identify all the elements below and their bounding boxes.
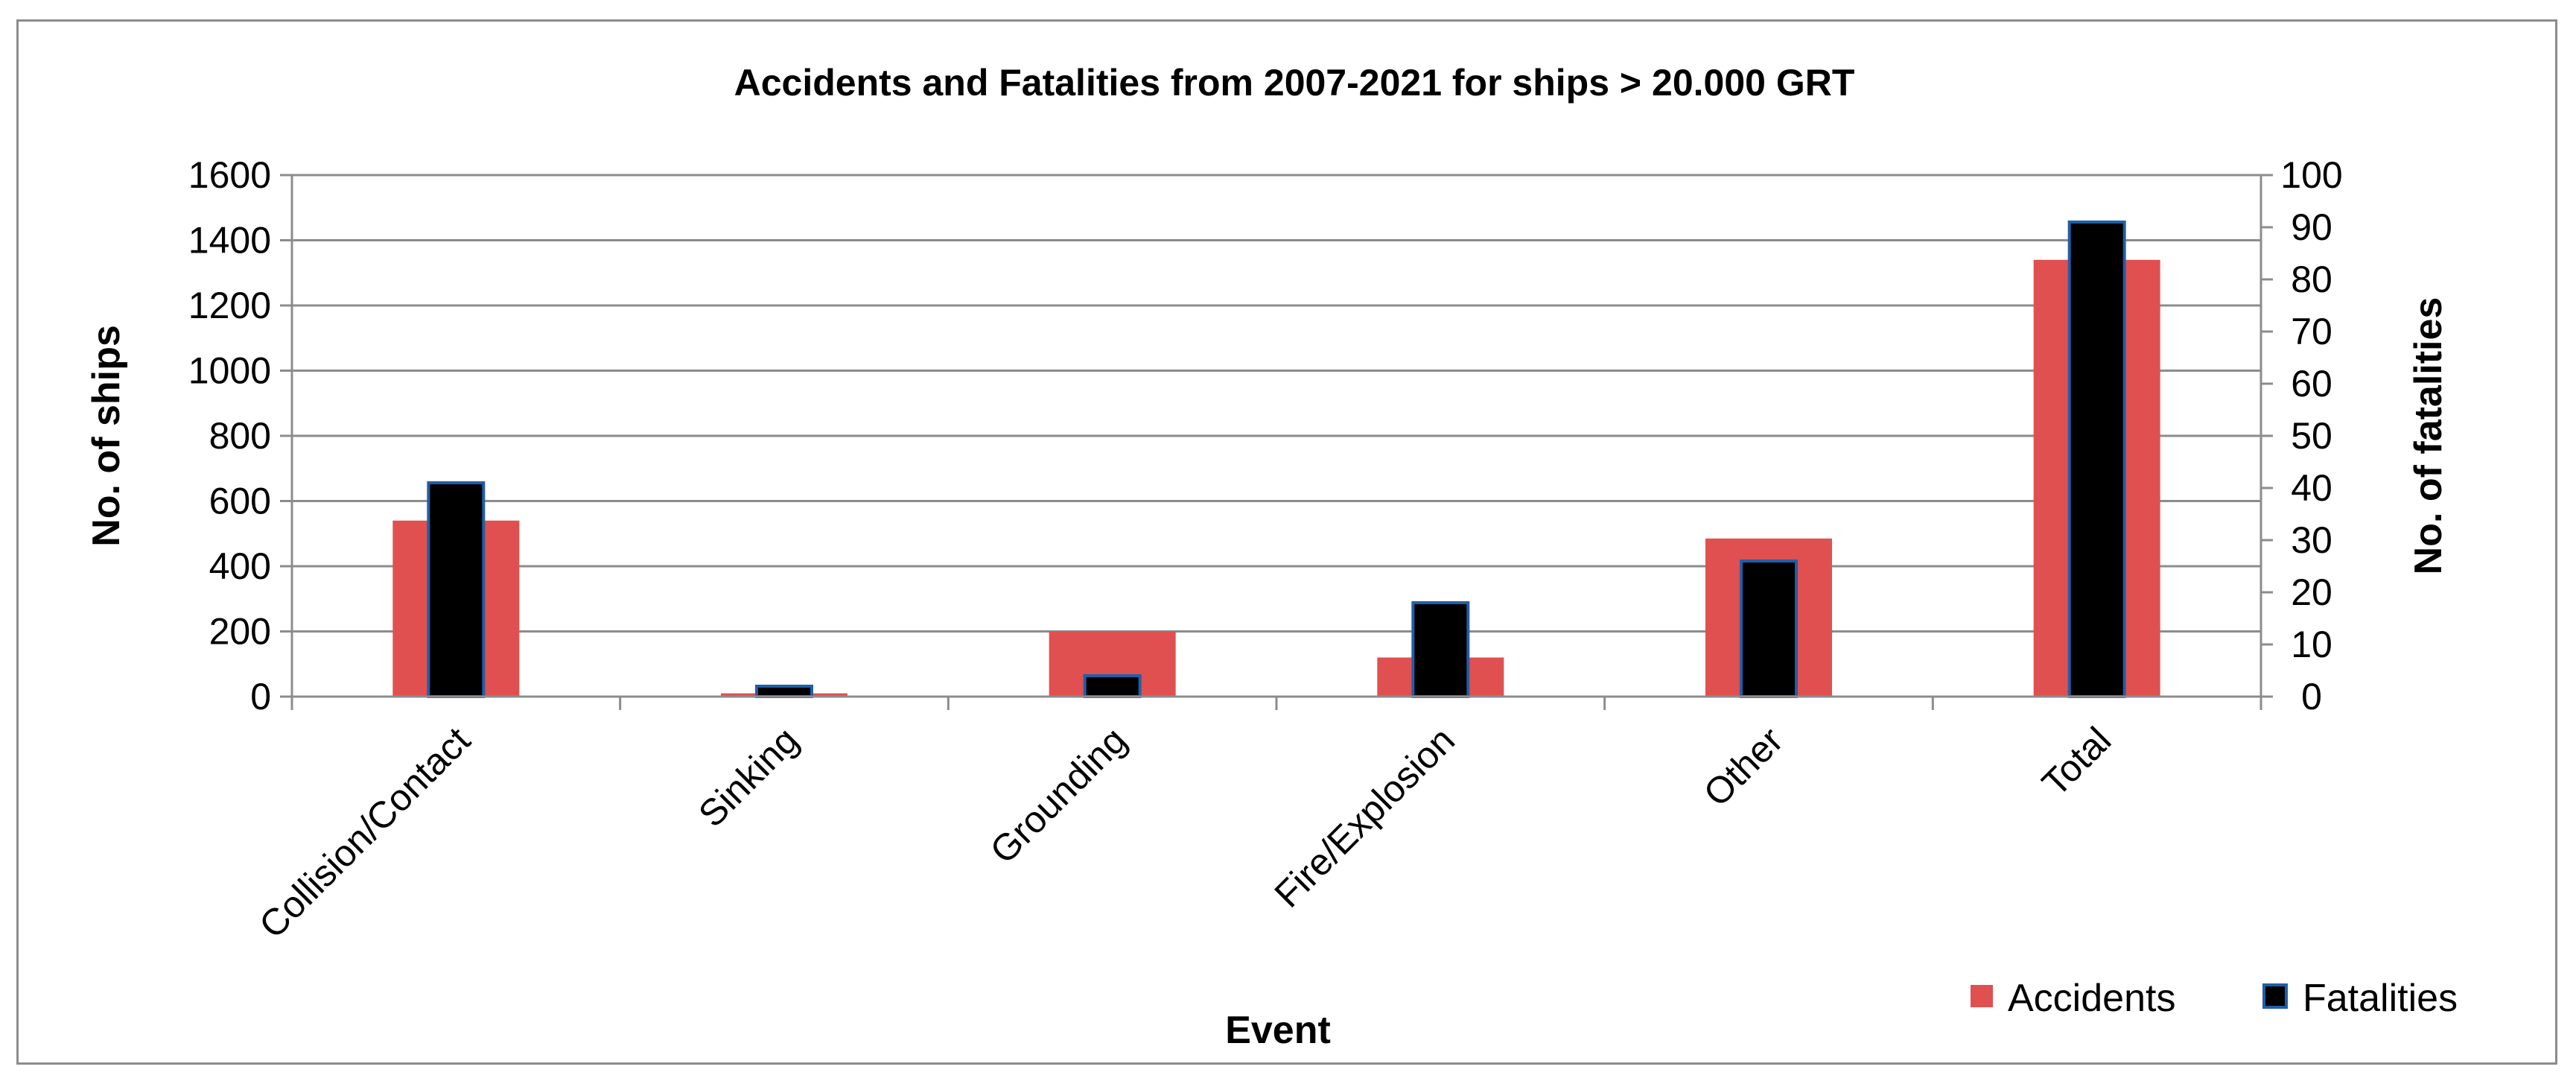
x-tick-label: Fire/Explosion (1267, 719, 1463, 916)
y2-tick-label: 30 (2291, 519, 2332, 561)
x-tick-label: Collision/Contact (251, 719, 478, 946)
y-tick-label: 800 (209, 415, 271, 457)
y-tick-label: 1000 (188, 350, 271, 392)
x-tick-label: Total (2034, 719, 2119, 804)
y2-tick-label: 50 (2291, 415, 2332, 457)
y-tick-label: 600 (209, 481, 271, 522)
y2-tick-label: 100 (2280, 154, 2342, 196)
chart-title: Accidents and Fatalities from 2007-2021 … (734, 62, 1855, 104)
legend-label-fatalities: Fatalities (2303, 977, 2458, 1020)
x-tick-label: Sinking (690, 719, 807, 835)
y2-axis-label: No. of fatalities (2407, 297, 2450, 575)
bar-fatalities (1083, 674, 1142, 698)
y2-tick-label: 0 (2301, 676, 2322, 717)
y-axis-label: No. of ships (85, 325, 128, 547)
legend-label-accidents: Accidents (2008, 977, 2175, 1020)
x-tick-label: Other (1696, 719, 1791, 814)
bar-fatalities (2067, 221, 2126, 698)
x-tick-label: Grounding (982, 719, 1135, 872)
gridlines (292, 174, 2261, 633)
bar-fatalities (427, 481, 486, 698)
y2-tick-label: 90 (2291, 206, 2332, 248)
legend: Accidents Fatalities (1971, 977, 2458, 1020)
axes (280, 174, 2273, 710)
x-tick-labels: Collision/Contact Sinking Grounding Fire/Ex… (251, 719, 2119, 946)
legend-swatch-accidents (1971, 985, 1993, 1007)
y2-tick-label: 80 (2291, 259, 2332, 300)
x-axis-label: Event (1225, 1009, 1331, 1052)
legend-swatch-fatalities (2262, 983, 2288, 1009)
y2-tick-label: 40 (2291, 467, 2332, 509)
y-tick-labels: 0 200 400 600 800 1000 1200 1400 1600 (188, 154, 271, 717)
y2-tick-label: 20 (2291, 571, 2332, 613)
y-tick-label: 0 (250, 676, 271, 717)
y2-tick-labels: 0 10 20 30 40 50 60 70 80 90 100 (2280, 154, 2342, 717)
y-tick-label: 1200 (188, 285, 271, 326)
y2-tick-label: 70 (2291, 311, 2332, 352)
bar-fatalities (1411, 601, 1470, 698)
bar-fatalities (1740, 560, 1798, 698)
y-tick-label: 1400 (188, 220, 271, 262)
y-tick-label: 400 (209, 545, 271, 587)
y2-tick-label: 10 (2291, 624, 2332, 665)
y-tick-label: 200 (209, 611, 271, 653)
bars (392, 221, 2160, 698)
y2-tick-label: 60 (2291, 363, 2332, 405)
y-tick-label: 1600 (188, 154, 271, 196)
bar-fatalities (755, 685, 813, 698)
